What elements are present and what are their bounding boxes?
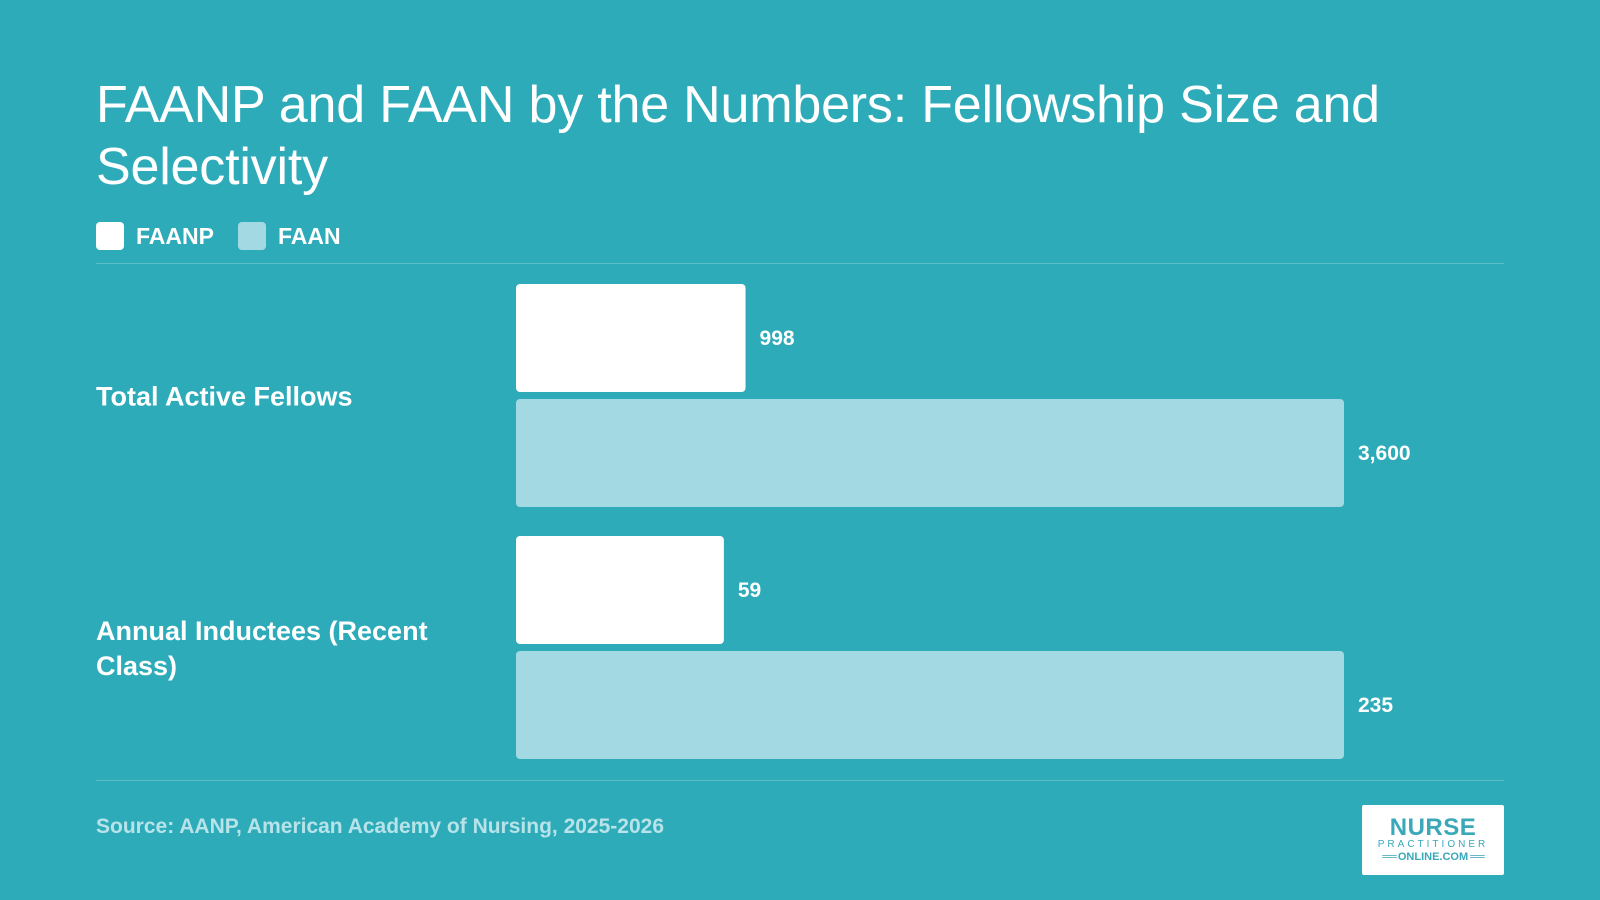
logo-word-practitioner: PRACTITIONER: [1377, 839, 1489, 850]
logo-word-nurse: NURSE: [1389, 814, 1477, 841]
legend-item-faan: FAAN: [237, 222, 341, 250]
bottom-divider: [96, 780, 1504, 781]
value-label-faanp-total-active-fellows: 998: [760, 327, 795, 350]
category-label-annual-inductees-recent-class: Annual Inductees (Recent Class): [96, 616, 428, 681]
legend-swatch-faan: [237, 222, 266, 250]
source-note: Source: AANP, American Academy of Nursin…: [96, 815, 664, 838]
bar-faanp-total-active-fellows: [516, 284, 746, 392]
nurse-practitioner-online-logo: NURSE PRACTITIONER ONLINE.COM: [1362, 805, 1504, 875]
legend-swatch-faanp: [96, 222, 124, 250]
value-label-faan-total-active-fellows: 3,600: [1358, 442, 1411, 465]
value-label-faan-annual-inductees-recent-class: 235: [1358, 694, 1393, 717]
category-label-total-active-fellows: Total Active Fellows: [96, 382, 353, 412]
legend: FAANP FAAN: [96, 221, 341, 251]
legend-item-faanp: FAANP: [96, 222, 214, 250]
legend-label-faanp: FAANP: [136, 222, 214, 249]
legend-label-faan: FAAN: [277, 222, 341, 249]
top-divider: [96, 263, 1504, 264]
bar-faanp-annual-inductees-recent-class: [516, 536, 724, 644]
bar-faan-annual-inductees-recent-class: [516, 651, 1344, 759]
logo-word-online: ONLINE.COM: [1380, 851, 1485, 863]
chart-title: FAANP and FAAN by the Numbers: Fellowshi…: [96, 76, 1380, 196]
bar-faan-total-active-fellows: [516, 399, 1344, 507]
value-label-faanp-annual-inductees-recent-class: 59: [738, 579, 761, 602]
